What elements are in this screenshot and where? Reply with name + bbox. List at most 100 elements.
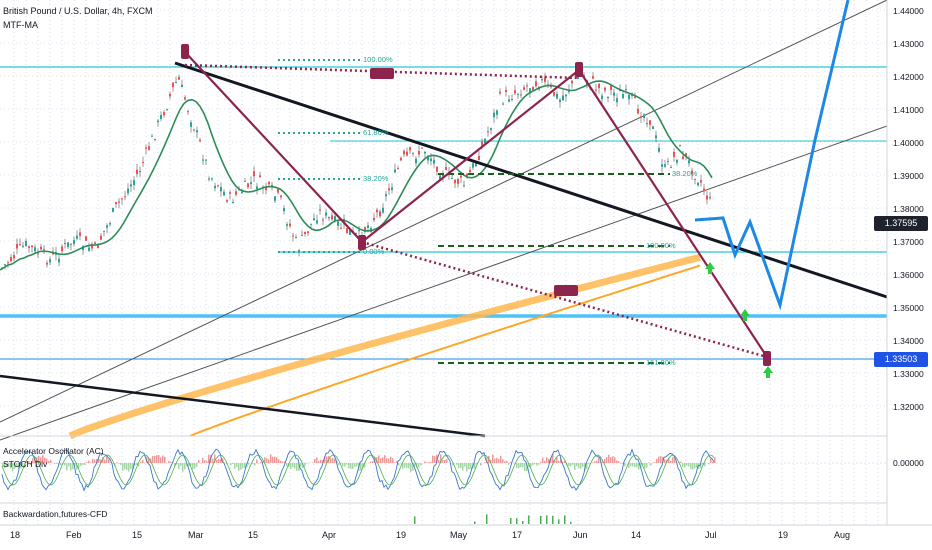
candle: [382, 207, 384, 213]
candle: [442, 174, 444, 177]
stoch-title[interactable]: STOCH Div: [3, 459, 48, 469]
channel-line-lower[interactable]: [0, 125, 888, 441]
candle: [688, 160, 690, 164]
candle: [571, 80, 573, 84]
candle: [682, 156, 684, 159]
candle: [529, 88, 531, 93]
candle: [562, 95, 564, 101]
candle: [514, 90, 516, 94]
harmonic-pattern-legs[interactable]: [184, 51, 768, 358]
indicator-title[interactable]: MTF-MA: [3, 20, 38, 30]
price-label: 1.37000: [893, 237, 924, 247]
candle: [463, 185, 465, 187]
candle: [124, 196, 126, 198]
price-label: 1.41000: [893, 105, 924, 115]
candle: [85, 236, 87, 241]
candle: [286, 224, 288, 226]
candle: [73, 240, 75, 244]
time-label: 19: [396, 530, 407, 540]
candle: [487, 131, 489, 133]
candle: [466, 173, 468, 178]
stoch-line-d: [1, 454, 715, 486]
candle: [220, 187, 222, 192]
candle: [676, 159, 678, 163]
fib-label-0: 0.00%: [363, 247, 385, 256]
time-label: 18: [10, 530, 21, 540]
pattern-point-x[interactable]: [181, 44, 189, 59]
candle: [340, 227, 342, 229]
black-trendline-main[interactable]: [174, 61, 888, 299]
candle: [664, 164, 666, 167]
pattern-dotted-bottom: [361, 240, 768, 359]
candle: [661, 164, 663, 167]
candle: [472, 163, 474, 168]
candle: [406, 151, 408, 156]
time-label: 19: [778, 530, 789, 540]
candle: [235, 191, 237, 195]
pattern-point-a[interactable]: [358, 235, 366, 250]
orange-band-thick: [68, 253, 701, 440]
up-arrow-icon: [763, 366, 773, 378]
candlesticks: [1, 69, 711, 270]
candle: [13, 254, 15, 259]
candle: [523, 87, 525, 90]
backwardation-title[interactable]: Backwardation,futures-CFD: [3, 509, 108, 519]
candle: [628, 94, 630, 100]
symbol-title[interactable]: British Pound / U.S. Dollar, 4h, FXCM: [3, 6, 153, 16]
candle: [190, 122, 192, 127]
candle: [553, 92, 555, 96]
price-label: 1.32000: [893, 402, 924, 412]
candle: [97, 244, 99, 249]
candle: [598, 83, 600, 89]
pattern-point-d[interactable]: [763, 351, 771, 366]
candle: [283, 208, 285, 212]
candle: [103, 230, 105, 232]
candle: [34, 247, 36, 252]
candle: [367, 225, 369, 228]
candle: [25, 240, 27, 246]
oscillator-title[interactable]: Accelerator Oscillator (AC): [3, 446, 104, 456]
candle: [622, 94, 624, 99]
candle: [178, 76, 180, 80]
candle: [565, 94, 567, 97]
candle: [520, 94, 522, 96]
candle: [244, 180, 246, 182]
projection-path[interactable]: [694, 0, 850, 311]
price-label: 1.33000: [893, 369, 924, 379]
fib-label-1618: 161.80%: [646, 358, 676, 367]
candle: [670, 167, 672, 169]
target-price-tag: 1.33503: [874, 352, 928, 367]
candle: [214, 185, 216, 189]
price-label: 1.42000: [893, 72, 924, 82]
candle: [451, 178, 453, 180]
candle: [394, 169, 396, 173]
black-trendline-lower[interactable]: [0, 374, 486, 438]
candle: [385, 194, 387, 197]
candle: [556, 93, 558, 99]
candle: [709, 197, 711, 199]
pattern-dotted-top: [184, 63, 580, 80]
time-label: Feb: [66, 530, 82, 540]
candle: [607, 96, 609, 99]
candle: [199, 139, 201, 142]
candle: [325, 212, 327, 216]
candle: [232, 202, 234, 204]
candle: [460, 175, 462, 178]
candle: [421, 147, 423, 149]
stoch-line-k: [1, 448, 715, 492]
channel-line-upper[interactable]: [0, 0, 888, 423]
candle: [295, 237, 297, 239]
candle: [115, 202, 117, 205]
price-label: 1.35000: [893, 303, 924, 313]
candle: [637, 108, 639, 114]
candle: [328, 216, 330, 219]
candle: [166, 109, 168, 111]
candle: [379, 211, 381, 217]
pattern-point-b[interactable]: [575, 62, 583, 77]
candle: [424, 151, 426, 154]
candle: [142, 161, 144, 163]
candle: [187, 111, 189, 113]
candle: [259, 175, 261, 178]
candle: [121, 198, 123, 200]
